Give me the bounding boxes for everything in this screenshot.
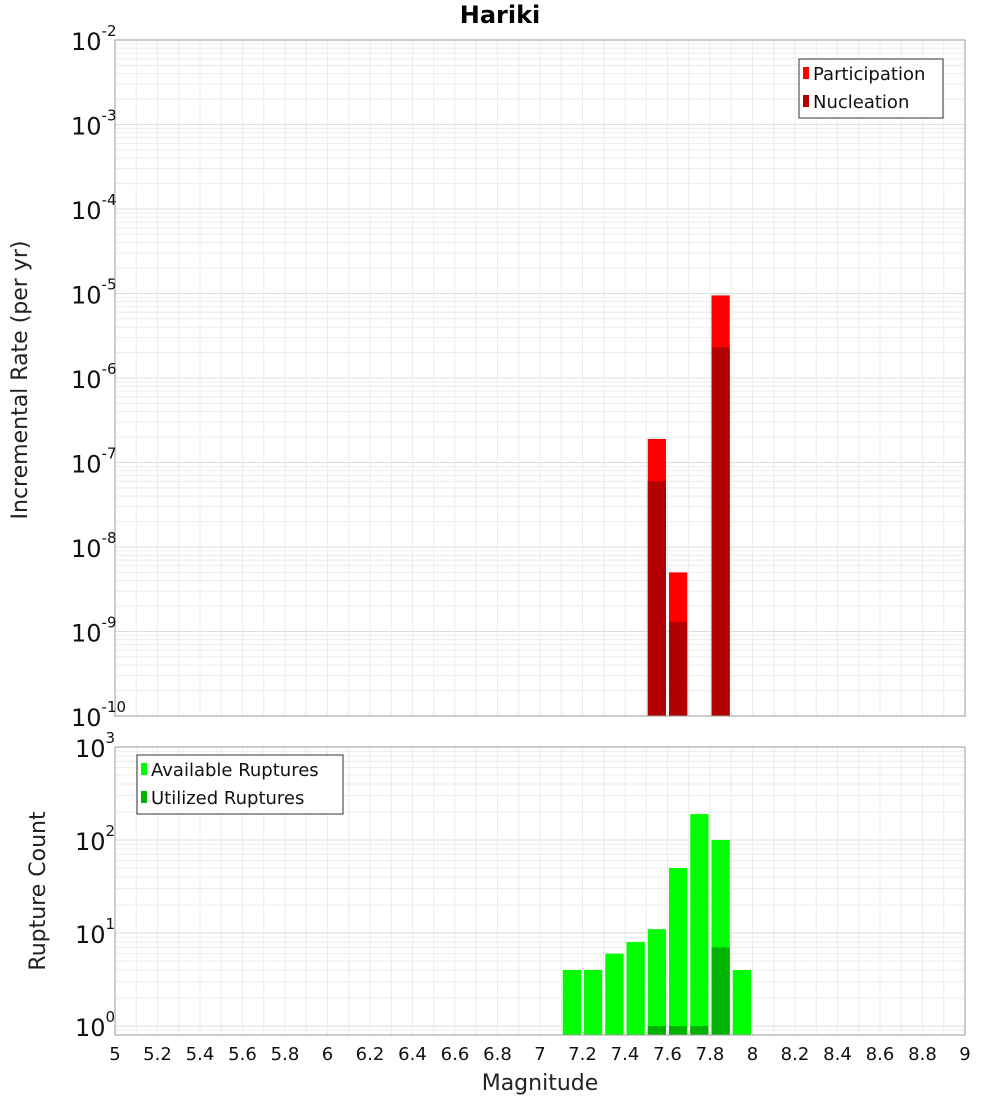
- count-legend-label: Available Ruptures: [151, 760, 319, 781]
- count-legend: Available Ruptures Utilized Ruptures: [136, 754, 344, 815]
- count-x-tick-label: 8.6: [866, 1044, 895, 1065]
- rate-y-tick-label: 10-8: [71, 529, 117, 563]
- count-bar: [562, 969, 581, 1035]
- rate-legend-swatch: [803, 95, 809, 107]
- count-x-tick-label: 7.6: [653, 1044, 682, 1065]
- rate-legend-label: Nucleation: [813, 92, 909, 113]
- count-plot-border: [114, 746, 966, 1036]
- count-x-tick-label: 8.2: [781, 1044, 810, 1065]
- chart-title: Hariki: [460, 1, 541, 29]
- rate-grid: [114, 39, 966, 717]
- count-y-tick-label: 103: [75, 729, 115, 763]
- rate-y-tick-label: 10-2: [71, 22, 117, 56]
- count-x-tick-label: 7.2: [568, 1044, 597, 1065]
- count-x-tick-label: 7.4: [611, 1044, 640, 1065]
- count-panel: 100 101 102 103 5 5.2 5.4 5.6 5.8 6 6.2 6.4 6.6 6.8 7 7…: [75, 729, 971, 1065]
- rate-y-tick-label: 10-7: [71, 445, 117, 479]
- count-x-tick-label: 8.4: [823, 1044, 852, 1065]
- count-bar: [626, 942, 645, 1035]
- count-x-tick-label: 7: [534, 1044, 545, 1065]
- count-x-tick-label: 5: [109, 1044, 120, 1065]
- rate-series-1: [647, 347, 730, 716]
- count-bar: [711, 947, 730, 1035]
- count-x-tick-label: 6.8: [483, 1044, 512, 1065]
- rate-y-tick-label: 10-3: [71, 107, 117, 141]
- count-y-tick-label: 102: [75, 822, 115, 856]
- count-x-tick-label: 5.6: [228, 1044, 257, 1065]
- count-grid: [114, 746, 966, 1036]
- rate-legend-box: [798, 58, 944, 119]
- count-x-tick-label: 6.4: [398, 1044, 427, 1065]
- rate-panel: 10-10 10-9 10-8 10-7 10-6 10-5 10-4 10-3 10-2 Par…: [71, 22, 966, 732]
- count-bar: [690, 814, 709, 1035]
- rate-legend: Participation Nucleation: [798, 58, 944, 119]
- rate-y-tick-label: 10-5: [71, 276, 117, 310]
- count-x-tick-label: 9: [959, 1044, 970, 1065]
- count-bar: [605, 953, 624, 1035]
- count-bar: [584, 969, 603, 1035]
- rate-bar: [647, 481, 666, 716]
- count-y-tick-label: 101: [75, 915, 115, 949]
- count-x-tick-label: 7.8: [696, 1044, 725, 1065]
- x-axis-label: Magnitude: [482, 1071, 599, 1096]
- count-bar: [690, 1025, 709, 1035]
- count-y-tick-label: 100: [75, 1008, 115, 1042]
- count-legend-label: Utilized Ruptures: [151, 788, 304, 809]
- count-x-tick-label: 5.4: [186, 1044, 215, 1065]
- count-y-axis-label: Rupture Count: [26, 811, 51, 971]
- count-x-tick-label: 5.8: [271, 1044, 300, 1065]
- count-legend-swatch: [141, 763, 147, 775]
- count-x-tick-label: 6: [322, 1044, 333, 1065]
- count-legend-box: [136, 754, 344, 815]
- rate-plot-border: [114, 39, 966, 717]
- count-x-tick-label: 6.6: [441, 1044, 470, 1065]
- count-legend-swatch: [141, 791, 147, 803]
- count-x-tick-label: 5.2: [143, 1044, 172, 1065]
- rate-y-tick-label: 10-9: [71, 614, 117, 648]
- count-bar: [669, 867, 688, 1035]
- count-bar: [647, 929, 666, 1035]
- rate-legend-swatch: [803, 67, 809, 79]
- count-series-1: [647, 947, 730, 1035]
- count-x-tick-label: 8.8: [908, 1044, 937, 1065]
- rate-legend-label: Participation: [813, 64, 925, 85]
- count-x-tick-label: 8: [747, 1044, 758, 1065]
- rate-bar: [669, 621, 688, 716]
- count-bar: [669, 1025, 688, 1035]
- rate-y-axis-label: Incremental Rate (per yr): [8, 241, 33, 520]
- rate-y-tick-label: 10-10: [71, 698, 126, 732]
- rate-bar: [711, 347, 730, 716]
- count-bar: [647, 1025, 666, 1035]
- rate-y-tick-label: 10-4: [71, 191, 117, 225]
- rate-y-tick-label: 10-6: [71, 360, 117, 394]
- count-x-tick-label: 6.2: [356, 1044, 385, 1065]
- count-bar: [732, 969, 751, 1035]
